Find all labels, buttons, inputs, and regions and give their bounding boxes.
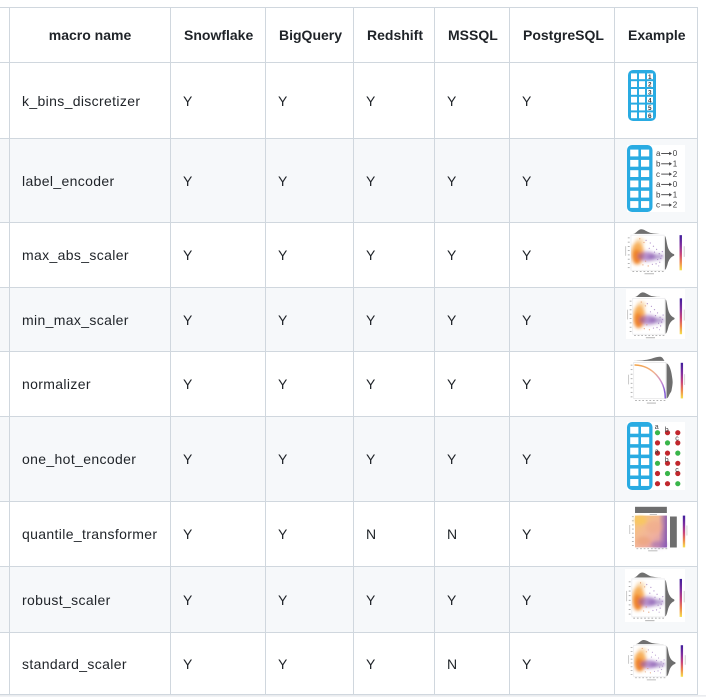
svg-text:3: 3 — [648, 90, 652, 97]
svg-text:c: c — [656, 201, 660, 210]
svg-text:b: b — [665, 427, 669, 434]
svg-text:6: 6 — [648, 113, 652, 120]
svg-text:a: a — [655, 424, 659, 431]
svg-text:a: a — [656, 149, 661, 158]
svg-text:2: 2 — [648, 82, 652, 89]
svg-text:b: b — [656, 190, 661, 199]
svg-text:2: 2 — [673, 170, 678, 179]
svg-text:0: 0 — [673, 149, 678, 158]
svg-text:1: 1 — [673, 160, 678, 169]
svg-text:c: c — [656, 170, 660, 179]
svg-text:a: a — [656, 180, 661, 189]
svg-text:4: 4 — [648, 97, 652, 104]
svg-text:1: 1 — [648, 74, 652, 81]
svg-text:c: c — [675, 436, 679, 443]
svg-text:0: 0 — [673, 180, 678, 189]
svg-text:a: a — [655, 448, 659, 455]
svg-text:b: b — [656, 160, 661, 169]
svg-text:b: b — [665, 457, 669, 464]
svg-text:5: 5 — [648, 105, 652, 112]
svg-text:1: 1 — [673, 190, 678, 199]
svg-text:c: c — [675, 467, 679, 474]
svg-text:2: 2 — [673, 201, 678, 210]
